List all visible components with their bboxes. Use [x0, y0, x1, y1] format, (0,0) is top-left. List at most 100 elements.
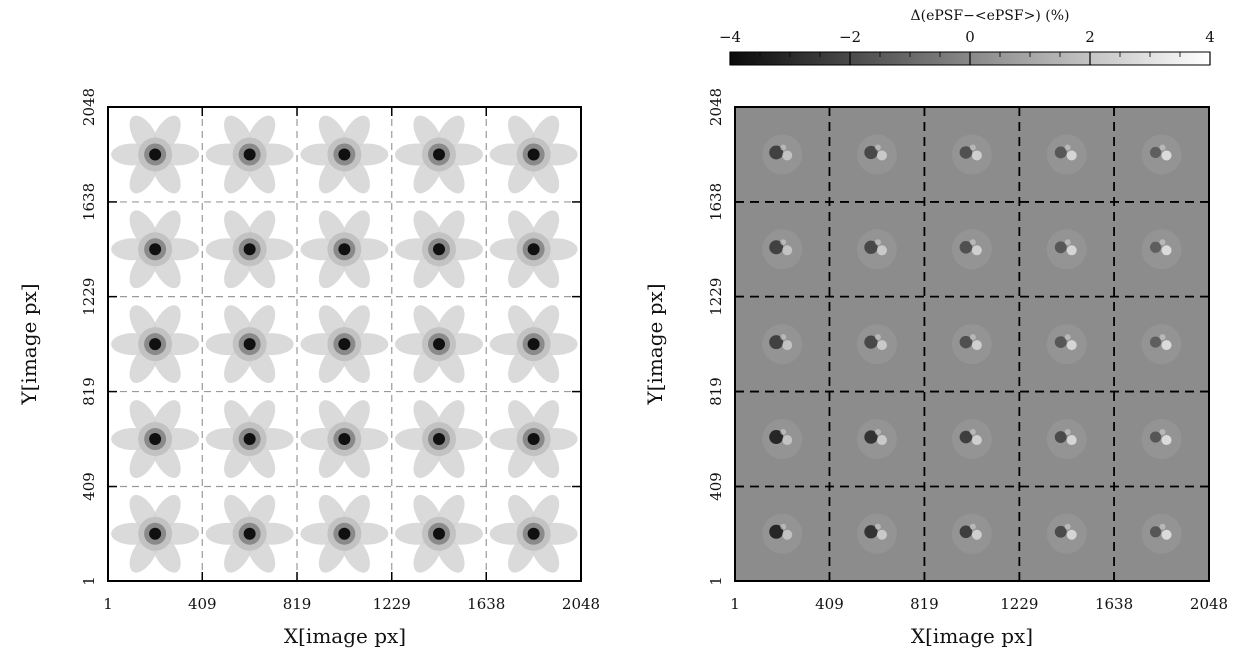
residual-cell-2	[951, 513, 992, 554]
psf-cell-24	[489, 115, 578, 194]
residual-cell-14	[1141, 324, 1182, 365]
left-x-tick-labels: 1 409 819 1229 1638 2048	[103, 595, 600, 613]
x-tick-label-3: 1229	[1000, 595, 1038, 613]
x-tick-label-5: 2048	[562, 595, 600, 613]
residual-cell-21	[856, 134, 897, 175]
colorbar-tick-label-2: 0	[965, 28, 975, 46]
psf-cell-13	[395, 305, 484, 383]
residual-cell-20	[762, 134, 803, 175]
left-grid-lines	[108, 107, 581, 581]
residual-cell-15	[762, 229, 803, 270]
colorbar-tick-label-4: 4	[1205, 28, 1215, 46]
psf-cell-11	[205, 305, 294, 383]
y-tick-label-5: 2048	[707, 88, 725, 126]
psf-cell-15	[111, 210, 200, 289]
x-tick-label-1: 409	[188, 595, 217, 613]
residual-cell-22	[951, 134, 992, 175]
y-tick-label-2: 819	[707, 377, 725, 406]
y-tick-label-1: 409	[80, 472, 98, 501]
left-y-tick-labels: 1 409 819 1229 1638 2048	[80, 88, 98, 586]
residual-cell-1	[856, 513, 897, 554]
y-tick-label-0: 1	[707, 576, 725, 586]
psf-cell-2	[300, 494, 389, 573]
residual-cell-6	[856, 419, 897, 460]
residual-cell-11	[856, 324, 897, 365]
x-tick-label-5: 2048	[1190, 595, 1228, 613]
residual-cell-9	[1141, 419, 1182, 460]
psf-cell-20	[111, 115, 200, 194]
x-tick-label-1: 409	[815, 595, 844, 613]
x-tick-label-0: 1	[730, 595, 740, 613]
residual-cell-17	[951, 229, 992, 270]
y-tick-label-2: 819	[80, 377, 98, 406]
residual-cell-19	[1141, 229, 1182, 270]
residual-cell-0	[762, 513, 803, 554]
left-x-axis-label: X[image px]	[284, 624, 406, 648]
colorbar-tick-label-0: −4	[719, 28, 741, 46]
psf-cell-12	[300, 305, 389, 383]
residual-cell-12	[951, 324, 992, 365]
colorbar-tick-marks	[729, 52, 1211, 65]
left-panel: 1 409 819 1229 1638 2048 1409819122916382048 …	[17, 88, 600, 648]
right-y-axis-label: Y[image px]	[643, 283, 667, 405]
residual-cell-16	[856, 229, 897, 270]
left-plot-frame	[107, 106, 582, 582]
y-tick-label-0: 1	[80, 576, 98, 586]
psf-cell-0	[111, 494, 200, 573]
psf-cell-4	[489, 494, 578, 573]
right-tick-marks	[734, 106, 1210, 582]
x-tick-label-0: 1	[103, 595, 113, 613]
psf-cell-6	[205, 400, 294, 478]
residual-cell-24	[1141, 134, 1182, 175]
psf-cell-21	[205, 115, 294, 194]
left-psf-layer	[111, 115, 578, 573]
psf-cell-8	[395, 400, 484, 478]
psf-cell-16	[205, 210, 294, 289]
residual-cell-3	[1046, 513, 1087, 554]
right-grid-lines	[735, 107, 1209, 581]
colorbar-title: Δ(ePSF−<ePSF>) (%)	[911, 8, 1070, 24]
y-tick-label-5: 2048	[80, 88, 98, 126]
psf-cell-19	[489, 210, 578, 289]
x-tick-label-3: 1229	[373, 595, 411, 613]
right-x-tick-labels: 1 409 819 1229 1638 2048	[730, 595, 1228, 613]
residual-cell-8	[1046, 419, 1087, 460]
right-panel: Δ(ePSF−<ePSF>) (%) −4 −2 0 2 4 1 409 819 1229 16…	[643, 8, 1228, 648]
right-x-axis-label: X[image px]	[911, 624, 1033, 648]
colorbar-tick-label-3: 2	[1085, 28, 1095, 46]
x-tick-label-2: 819	[283, 595, 312, 613]
psf-cell-5	[111, 400, 200, 478]
y-tick-label-3: 1229	[707, 278, 725, 316]
right-plot-frame	[734, 106, 1210, 582]
psf-cell-17	[300, 210, 389, 289]
y-tick-label-4: 1638	[80, 183, 98, 221]
psf-cell-22	[300, 115, 389, 194]
psf-cell-3	[395, 494, 484, 573]
psf-cell-9	[489, 400, 578, 478]
colorbar-tick-labels: −4 −2 0 2 4	[719, 28, 1215, 46]
residual-cell-23	[1046, 134, 1087, 175]
y-tick-label-1: 409	[707, 472, 725, 501]
y-tick-label-3: 1229	[80, 278, 98, 316]
y-tick-label-4: 1638	[707, 183, 725, 221]
x-tick-label-4: 1638	[1095, 595, 1133, 613]
residual-cell-10	[762, 324, 803, 365]
residual-cell-5	[762, 419, 803, 460]
psf-cell-1	[205, 494, 294, 573]
residual-cell-7	[951, 419, 992, 460]
psf-cell-10	[111, 305, 200, 383]
left-y-axis-label: Y[image px]	[17, 283, 41, 405]
psf-cell-14	[489, 305, 578, 383]
right-residual-layer	[762, 134, 1182, 554]
colorbar-tick-label-1: −2	[839, 28, 861, 46]
psf-cell-23	[395, 115, 484, 194]
left-tick-marks	[107, 106, 582, 582]
x-tick-label-2: 819	[910, 595, 939, 613]
right-y-tick-labels: 1 409 819 1229 1638 2048	[707, 88, 725, 586]
residual-cell-13	[1046, 324, 1087, 365]
residual-cell-18	[1046, 229, 1087, 270]
psf-cell-18	[395, 210, 484, 289]
residual-cell-4	[1141, 513, 1182, 554]
x-tick-label-4: 1638	[467, 595, 505, 613]
